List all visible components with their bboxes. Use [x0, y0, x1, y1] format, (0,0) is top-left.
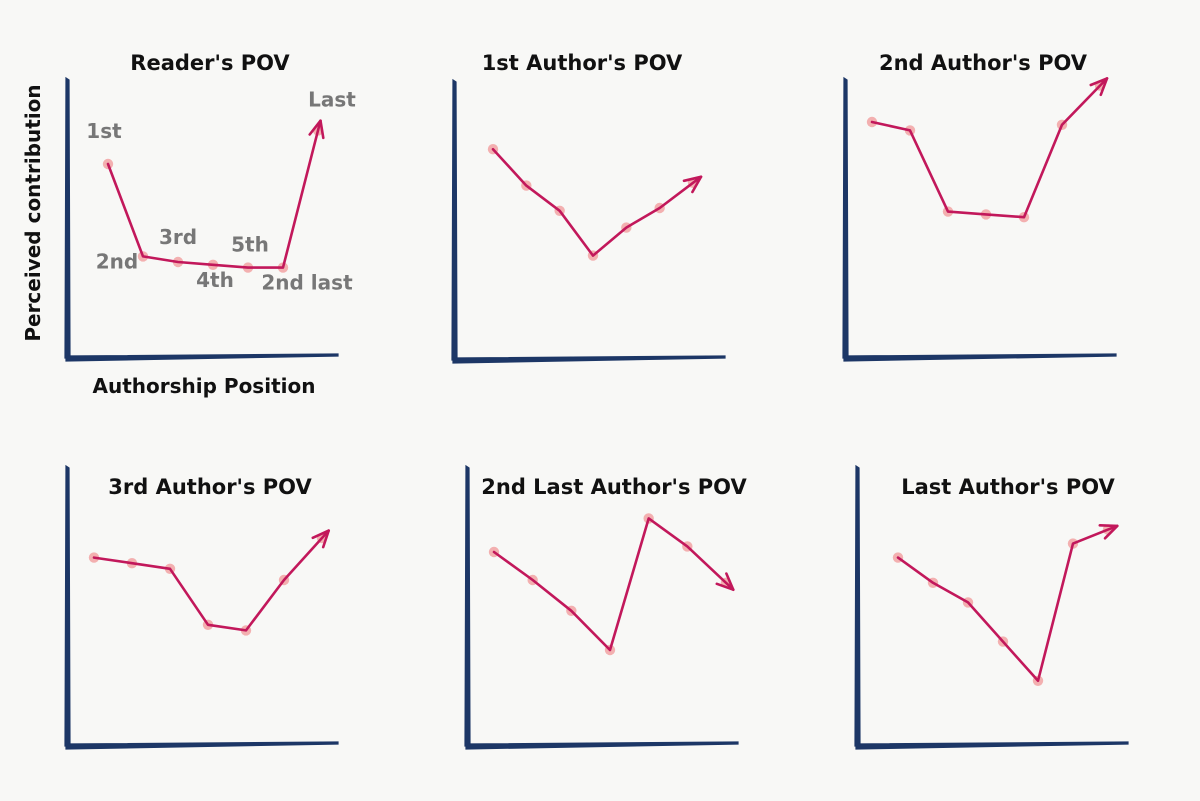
- chart-title: 1st Author's POV: [482, 51, 683, 75]
- chart-title: 3rd Author's POV: [108, 475, 312, 499]
- x-axis-title: Authorship Position: [93, 374, 316, 398]
- x-axis-line: [65, 353, 339, 362]
- x-axis-line: [465, 741, 739, 750]
- chart-panel-2: 1st Author's POV: [451, 51, 726, 364]
- chart-title: 2nd Last Author's POV: [481, 475, 747, 499]
- point-label-1: 1st: [86, 119, 122, 143]
- y-axis-line: [64, 76, 71, 359]
- series-arrowhead: [682, 175, 703, 194]
- point-label-3: 3rd: [159, 225, 197, 249]
- series-arrowhead: [1098, 524, 1119, 540]
- series-arrowhead: [311, 529, 330, 549]
- y-axis-line: [64, 464, 71, 747]
- chart-panel-3: 2nd Author's POV: [842, 51, 1117, 362]
- series-arrowhead: [715, 572, 735, 591]
- x-axis-line: [452, 355, 726, 364]
- chart-panel-4: 3rd Author's POV: [64, 464, 339, 750]
- point-label-7: Last: [308, 87, 356, 111]
- chart-title: Reader's POV: [130, 51, 290, 75]
- series-line: [492, 517, 735, 652]
- point-label-2: 2nd: [96, 249, 138, 273]
- series-line: [92, 529, 330, 632]
- chart-panel-6: Last Author's POV: [854, 464, 1129, 750]
- series-arrowhead: [1089, 77, 1109, 97]
- chart-title: Last Author's POV: [901, 475, 1115, 499]
- series-line: [491, 147, 703, 257]
- series-line: [896, 524, 1119, 683]
- point-label-5: 5th: [231, 233, 269, 257]
- x-axis-line: [855, 741, 1129, 750]
- series-line: [870, 77, 1109, 219]
- chart-panel-1: Reader's POV Authorship Position Perceived…: [21, 51, 356, 398]
- y-axis-line: [464, 464, 471, 747]
- y-axis-line: [854, 464, 861, 747]
- y-axis-line: [842, 76, 849, 359]
- point-label-6: 2nd last: [261, 271, 353, 295]
- chart-panel-5: 2nd Last Author's POV: [464, 464, 747, 750]
- x-axis-line: [65, 741, 339, 750]
- point-label-4: 4th: [196, 268, 234, 292]
- x-axis-line: [843, 353, 1117, 362]
- series-line: [106, 119, 322, 269]
- y-axis-line: [451, 78, 458, 361]
- y-axis-title: Perceived contribution: [21, 84, 45, 341]
- series-arrowhead: [308, 119, 325, 140]
- chart-title: 2nd Author's POV: [879, 51, 1088, 75]
